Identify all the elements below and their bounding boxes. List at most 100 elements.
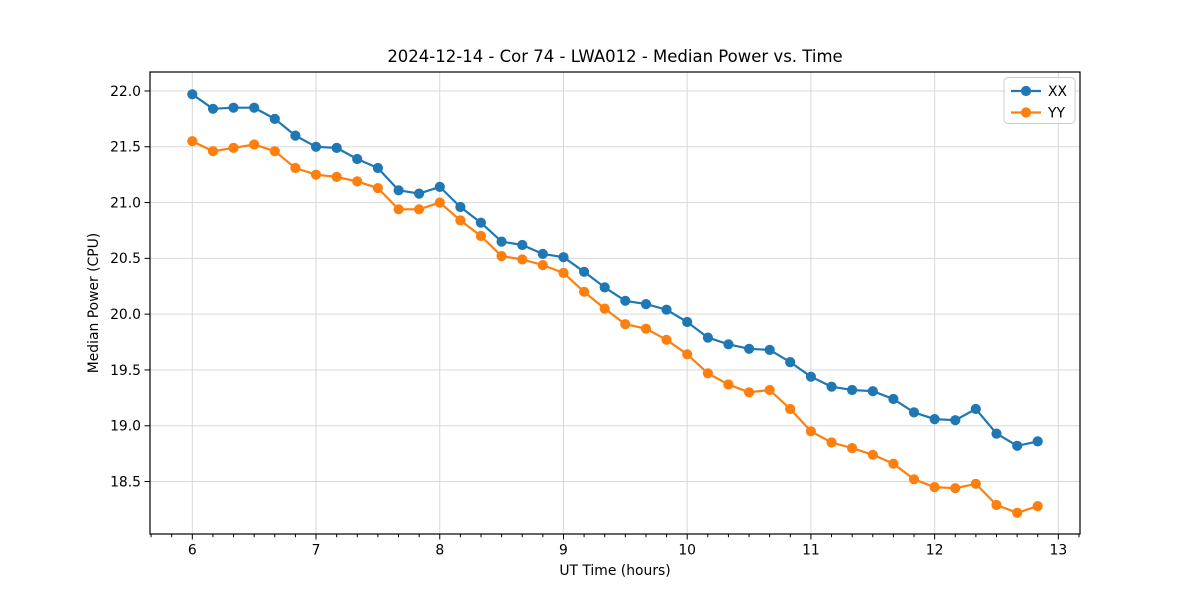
data-point (764, 344, 775, 355)
svg-text:7: 7 (312, 543, 321, 559)
svg-text:21.5: 21.5 (110, 140, 141, 156)
data-point (908, 407, 920, 418)
legend: XX YY (1003, 77, 1076, 124)
data-point (228, 102, 239, 113)
data-point (517, 254, 528, 265)
svg-text:10: 10 (678, 543, 696, 559)
data-point (414, 188, 425, 199)
x-axis-label: UT Time (hours) (559, 563, 671, 579)
data-point (702, 332, 714, 343)
data-point (620, 319, 631, 330)
data-point (475, 217, 486, 228)
svg-text:8: 8 (435, 543, 444, 559)
data-point (723, 379, 734, 390)
data-point (269, 146, 280, 157)
svg-text:22.0: 22.0 (110, 84, 141, 100)
data-point (1032, 501, 1043, 512)
data-point (847, 384, 858, 396)
svg-text:13: 13 (1050, 543, 1068, 559)
svg-text:19.0: 19.0 (110, 419, 141, 435)
data-point (888, 393, 899, 405)
data-point (702, 368, 714, 379)
data-point (661, 304, 672, 315)
plot-border (149, 71, 1081, 535)
data-point (372, 162, 383, 174)
data-point (496, 236, 507, 247)
data-point (991, 428, 1002, 439)
data-point (867, 449, 878, 460)
series-YY (187, 136, 1043, 518)
data-point (290, 162, 301, 174)
data-point (1012, 507, 1023, 518)
legend-label: YY (1047, 105, 1065, 121)
data-point (908, 474, 920, 485)
svg-text:20.5: 20.5 (110, 251, 141, 267)
svg-text:19.5: 19.5 (110, 363, 141, 379)
data-point (682, 349, 693, 360)
data-point (826, 437, 837, 448)
data-point (640, 323, 652, 334)
legend-marker (1020, 107, 1032, 118)
data-point (310, 169, 322, 180)
svg-text:18.5: 18.5 (110, 474, 141, 490)
data-point (475, 230, 486, 242)
data-point (599, 282, 610, 293)
data-point (950, 415, 961, 426)
data-point (929, 482, 940, 493)
data-point (579, 286, 590, 297)
svg-text:6: 6 (188, 543, 197, 559)
y-axis-label: Median Power (CPU) (86, 232, 102, 374)
data-point (207, 146, 219, 157)
data-point (744, 387, 755, 398)
data-point (352, 176, 363, 187)
data-point (929, 414, 940, 425)
svg-text:9: 9 (559, 543, 568, 559)
data-point (331, 142, 342, 153)
data-point (228, 142, 239, 153)
data-point (970, 478, 981, 489)
data-point (805, 426, 817, 437)
legend-label: XX (1048, 84, 1068, 100)
data-point (744, 343, 755, 354)
data-point (455, 201, 466, 213)
data-point (249, 139, 260, 150)
data-point (888, 458, 899, 469)
data-point (764, 384, 775, 396)
data-point (207, 103, 219, 114)
data-point (331, 171, 342, 182)
data-point (310, 141, 322, 152)
data-point (991, 499, 1002, 511)
data-point (1012, 440, 1023, 451)
data-point (393, 204, 404, 215)
data-point (640, 299, 652, 310)
data-point (847, 443, 858, 454)
data-point (187, 89, 198, 100)
legend-item-XX: XX (1011, 84, 1068, 100)
data-point (661, 334, 672, 345)
data-point (579, 266, 590, 277)
data-point (785, 357, 796, 368)
data-point (620, 295, 631, 306)
data-point (496, 251, 507, 262)
gridlines (150, 72, 1080, 534)
data-point (558, 252, 569, 263)
legend-marker (1020, 85, 1032, 97)
data-point (826, 381, 837, 392)
data-point (290, 130, 301, 141)
data-point (599, 303, 610, 314)
series-XX (187, 89, 1043, 451)
data-point (434, 197, 445, 208)
chart-title: 2024-12-14 - Cor 74 - LWA012 - Median Po… (387, 47, 843, 66)
data-point (269, 113, 280, 124)
legend-item-YY: YY (1011, 105, 1065, 121)
data-point (393, 185, 404, 196)
data-point (867, 386, 878, 397)
data-point (805, 371, 817, 382)
svg-text:21.0: 21.0 (110, 195, 141, 211)
data-point (785, 403, 796, 415)
data-point (970, 403, 981, 415)
data-point (517, 239, 528, 251)
data-point (434, 181, 445, 192)
